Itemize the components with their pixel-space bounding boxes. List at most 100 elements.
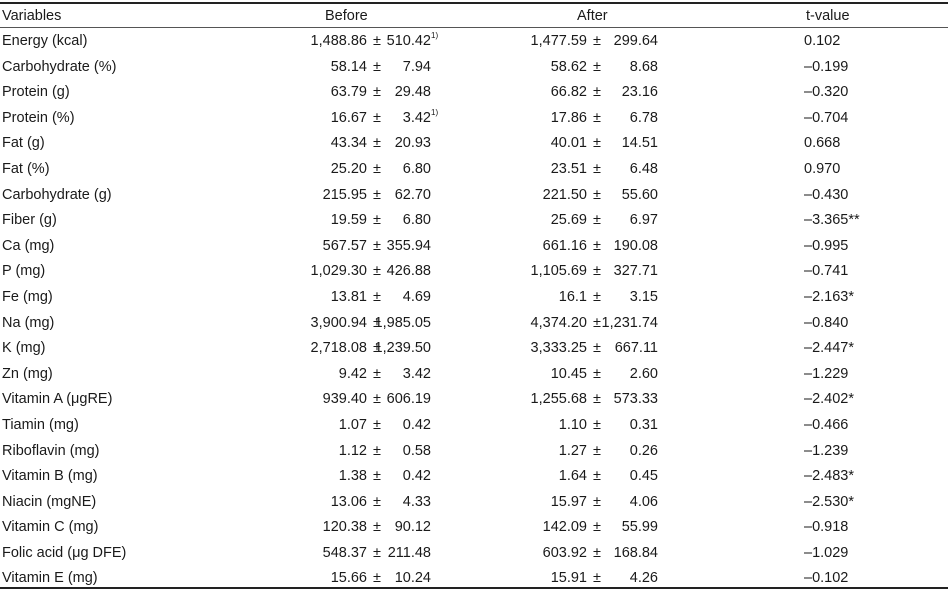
header-t-value: t-value	[806, 8, 850, 24]
variable-cell: Tiamin (mg)	[2, 416, 79, 433]
after-sd-cell: 4.06	[629, 493, 658, 510]
after-mean-cell: 15.91	[550, 570, 587, 587]
before-sd-cell: 4.33	[402, 493, 431, 510]
t-value-cell: 0.102	[804, 33, 841, 49]
variable-cell: Carbohydrate (%)	[2, 58, 117, 75]
after-sd-cell: 55.99	[621, 519, 658, 536]
after-plus-minus: ±	[593, 135, 601, 152]
variable-cell: Vitamin C (mg)	[2, 519, 99, 536]
before-footnote-marker: 1)	[431, 107, 439, 117]
after-mean-cell: 1.27	[558, 442, 587, 459]
after-plus-minus: ±	[593, 391, 601, 408]
t-value-cell: –0.840	[804, 314, 849, 331]
before-plus-minus: ±	[373, 84, 381, 101]
t-value-cell: –0.199	[804, 58, 849, 75]
t-value-cell: 0.668	[804, 135, 841, 152]
after-mean-cell: 1.64	[558, 468, 587, 485]
after-mean-cell: 1.10	[558, 416, 587, 433]
before-sd-cell: 6.80	[402, 160, 431, 177]
before-plus-minus: ±	[373, 58, 381, 75]
before-mean-cell: 939.40	[322, 391, 367, 408]
table-row: Fat (%) 25.20 ±6.80 23.51 ±6.48 0.970	[0, 158, 948, 184]
after-sd-cell: 6.97	[629, 212, 658, 229]
t-value-cell: 0.970	[804, 160, 841, 177]
before-sd-cell: 0.42	[402, 416, 431, 433]
after-sd-cell: 190.08	[613, 237, 658, 254]
before-sd-cell: 1,985.05	[374, 314, 431, 331]
table-row: Tiamin (mg) 1.07 ±0.42 1.10 ±0.31 –0.466	[0, 414, 948, 440]
before-plus-minus: ±	[373, 416, 381, 433]
before-sd-cell: 7.94	[402, 58, 431, 75]
table-top-rule	[0, 2, 948, 4]
after-mean-cell: 603.92	[542, 544, 587, 561]
after-sd-cell: 667.11	[614, 340, 658, 357]
before-sd-cell: 426.88	[386, 263, 431, 280]
after-plus-minus: ±	[593, 186, 601, 203]
t-value-cell: –2.483*	[804, 468, 854, 485]
before-sd-cell: 4.69	[402, 288, 431, 305]
after-mean-cell: 221.50	[542, 186, 587, 203]
variable-cell: Protein (%)	[2, 109, 75, 126]
t-value-cell: –0.704	[804, 109, 849, 126]
after-sd-cell: 8.68	[629, 58, 658, 75]
before-mean-cell: 19.59	[330, 212, 367, 229]
header-variables: Variables	[2, 8, 62, 24]
before-plus-minus: ±	[373, 263, 381, 280]
after-plus-minus: ±	[593, 160, 601, 177]
after-plus-minus: ±	[593, 442, 601, 459]
after-sd-cell: 3.15	[629, 288, 658, 305]
t-value-cell: –2.530*	[804, 493, 854, 510]
before-plus-minus: ±	[373, 135, 381, 152]
after-sd-cell: 327.71	[613, 263, 658, 280]
t-value-cell: –2.402*	[804, 391, 854, 408]
header-before: Before	[325, 8, 368, 24]
before-plus-minus: ±	[373, 365, 381, 382]
after-mean-cell: 23.51	[550, 160, 587, 177]
after-plus-minus: ±	[593, 109, 601, 126]
before-plus-minus: ±	[373, 519, 381, 536]
table-row: Vitamin A (μgRE) 939.40 ±606.19 1,255.68 ±57…	[0, 388, 948, 414]
table-body: Energy (kcal) 1,488.86 ±510.42 1) 1,477.59 ±2…	[0, 30, 948, 593]
after-mean-cell: 58.62	[550, 58, 587, 75]
before-footnote-marker: 1)	[431, 31, 439, 40]
after-plus-minus: ±	[593, 570, 601, 587]
t-value-cell: –0.102	[804, 570, 849, 587]
t-value-cell: –1.229	[804, 365, 849, 382]
before-mean-cell: 1.38	[338, 468, 367, 485]
before-sd-cell: 6.80	[402, 212, 431, 229]
table-row: Protein (%) 16.67 ±3.42 1) 17.86 ±6.78 –0.704	[0, 107, 948, 133]
variable-cell: Riboflavin (mg)	[2, 442, 100, 459]
variable-cell: Vitamin A (μgRE)	[2, 391, 113, 408]
before-sd-cell: 3.42	[402, 365, 431, 382]
before-plus-minus: ±	[373, 468, 381, 485]
table-row: Vitamin E (mg) 15.66 ±10.24 15.91 ±4.26 –0.10…	[0, 567, 948, 593]
t-value-cell: –0.466	[804, 416, 849, 433]
before-mean-cell: 1.07	[338, 416, 367, 433]
before-mean-cell: 13.06	[330, 493, 367, 510]
after-plus-minus: ±	[593, 416, 601, 433]
t-value-cell: –2.163*	[804, 288, 854, 305]
table-row: Fe (mg) 13.81 ±4.69 16.1 ±3.15 –2.163*	[0, 286, 948, 312]
after-sd-cell: 1,231.74	[601, 314, 658, 331]
variable-cell: Vitamin E (mg)	[2, 570, 98, 587]
before-mean-cell: 9.42	[338, 365, 367, 382]
after-plus-minus: ±	[593, 58, 601, 75]
table-row: Ca (mg) 567.57 ±355.94 661.16 ±190.08 –0.995	[0, 235, 948, 261]
after-mean-cell: 16.1	[558, 288, 587, 305]
variable-cell: Fiber (g)	[2, 212, 57, 229]
after-sd-cell: 0.45	[629, 468, 658, 485]
before-plus-minus: ±	[373, 160, 381, 177]
after-mean-cell: 17.86	[550, 109, 587, 126]
variable-cell: P (mg)	[2, 263, 46, 280]
after-plus-minus: ±	[593, 519, 601, 536]
before-plus-minus: ±	[373, 314, 381, 331]
variable-cell: Zn (mg)	[2, 365, 53, 382]
before-mean-cell: 15.66	[330, 570, 367, 587]
before-mean-cell: 1,488.86	[310, 33, 367, 49]
table-row: Carbohydrate (%) 58.14 ±7.94 58.62 ±8.68 –0.1…	[0, 56, 948, 82]
table-row: Fiber (g) 19.59 ±6.80 25.69 ±6.97 –3.365**	[0, 209, 948, 235]
before-sd-cell: 606.19	[386, 391, 431, 408]
before-sd-cell: 90.12	[394, 519, 431, 536]
before-mean-cell: 3,900.94	[310, 314, 367, 331]
